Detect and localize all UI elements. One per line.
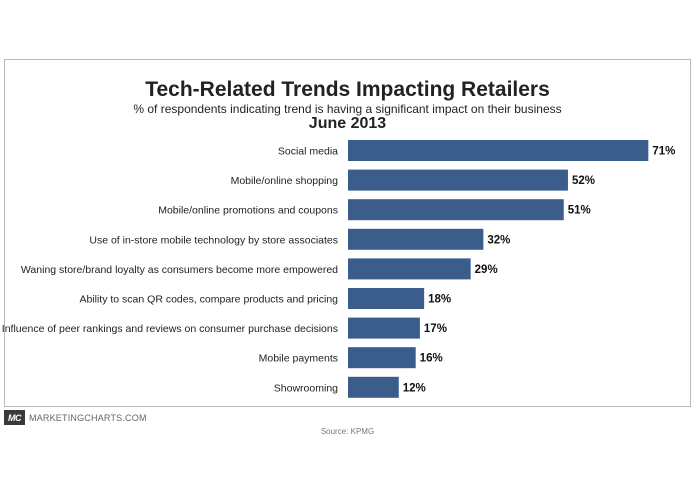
chart-subtitle: % of respondents indicating trend is hav…	[133, 102, 562, 116]
bar-6	[348, 288, 425, 309]
chart-frame	[4, 59, 691, 407]
brand-name: MARKETINGCHARTS.COM	[29, 412, 147, 423]
footer: MC MARKETINGCHARTS.COM	[4, 409, 147, 426]
value-label-1: 71%	[652, 146, 675, 158]
category-label-8: Mobile payments	[259, 353, 338, 365]
chart-title: Tech-Related Trends Impacting Retailers	[145, 78, 550, 101]
category-label-7: Influence of peer rankings and reviews o…	[2, 323, 338, 335]
value-label-7: 17%	[424, 323, 447, 335]
category-label-1: Social media	[278, 146, 338, 158]
value-label-6: 18%	[428, 294, 451, 306]
category-label-4: Use of in-store mobile technology by sto…	[89, 234, 338, 246]
value-label-2: 52%	[572, 175, 595, 187]
value-label-3: 51%	[568, 205, 591, 217]
bar-3	[348, 199, 564, 221]
bar-2	[348, 169, 568, 191]
bar-5	[348, 258, 471, 280]
category-label-6: Ability to scan QR codes, compare produc…	[79, 294, 338, 306]
bar-7	[348, 317, 420, 339]
bar-1	[348, 140, 649, 161]
category-label-2: Mobile/online shopping	[231, 175, 339, 187]
value-label-8: 16%	[420, 353, 443, 365]
marketingcharts-logo: MC	[4, 410, 25, 425]
category-label-9: Showrooming	[274, 382, 338, 394]
bar-4	[348, 228, 484, 250]
value-label-5: 29%	[475, 264, 498, 276]
source-note: Source: KPMG	[320, 427, 375, 436]
value-label-4: 32%	[487, 234, 510, 246]
bars-group: Social media 71% Mobile/online shopping 52%…	[2, 140, 675, 398]
bar-9	[348, 376, 399, 398]
category-label-3: Mobile/online promotions and coupons	[158, 205, 338, 217]
category-label-5: Waning store/brand loyalty as consumers …	[21, 264, 338, 276]
value-label-9: 12%	[403, 382, 426, 394]
bar-8	[348, 347, 416, 369]
chart-period: June 2013	[308, 115, 387, 132]
